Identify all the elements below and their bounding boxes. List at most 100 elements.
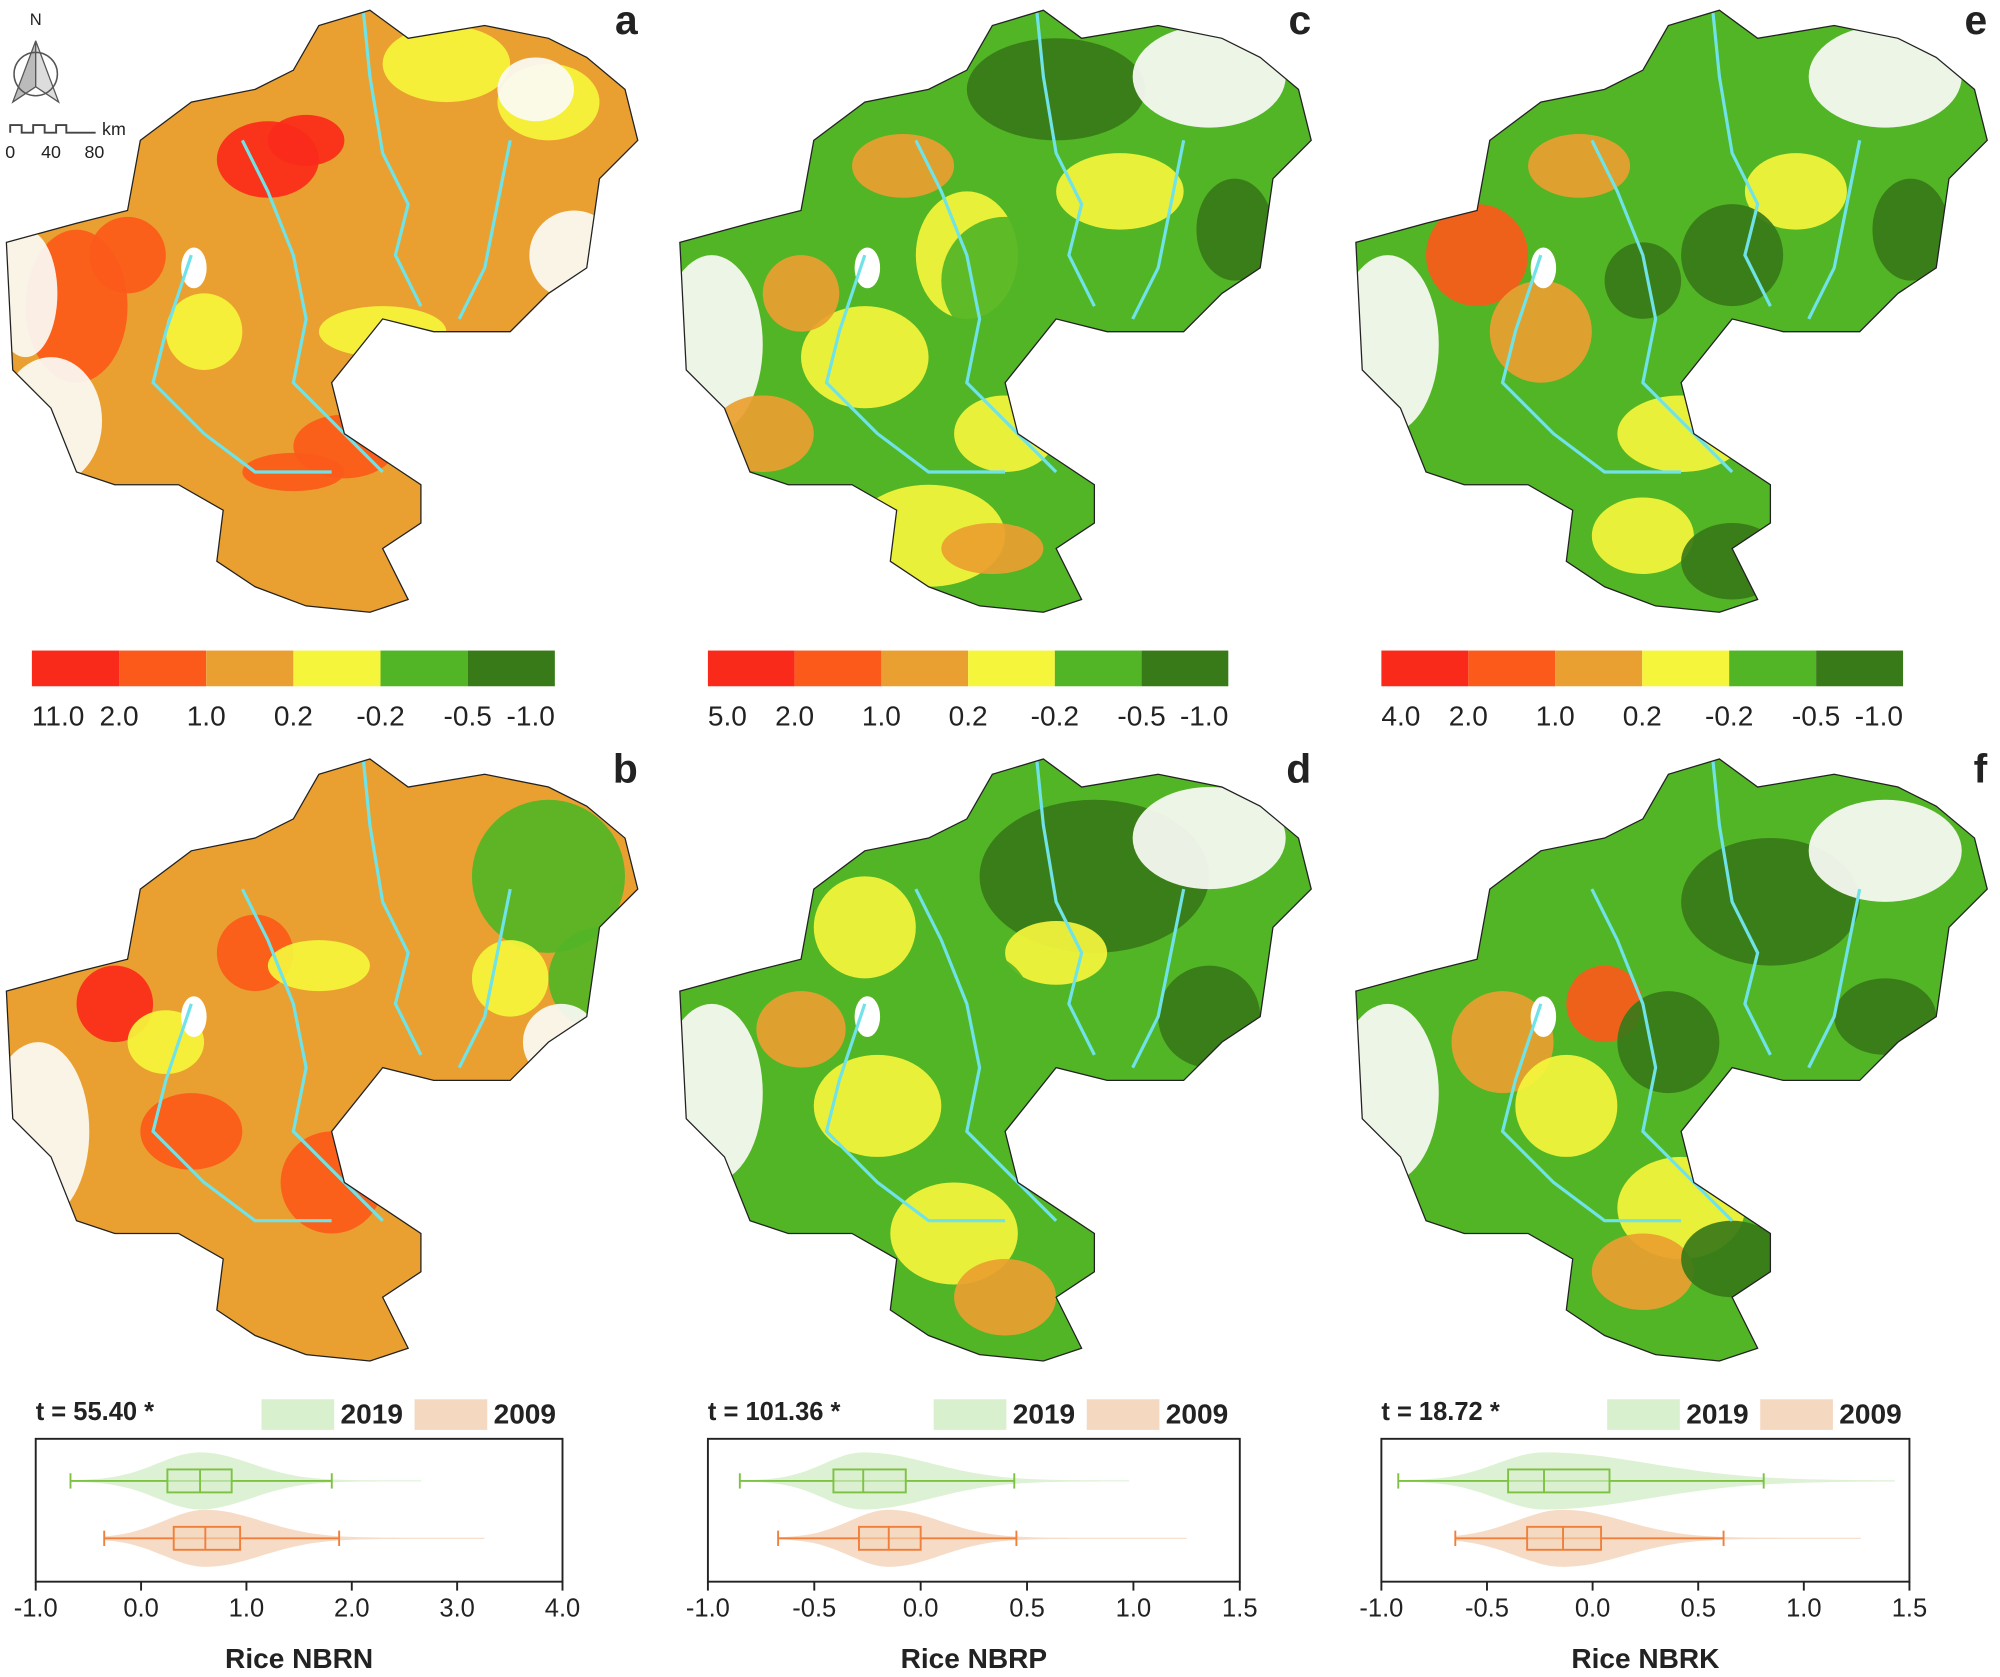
map-zone: [1808, 25, 1962, 128]
map-zone: [1056, 153, 1184, 230]
map-panel: d: [679, 746, 1312, 1362]
x-tick-label: 0.0: [1575, 1594, 1610, 1622]
map-area: [679, 758, 1312, 1362]
map-zone: [1681, 204, 1784, 307]
x-tick-label: 1.5: [1892, 1594, 1927, 1622]
box: [858, 1525, 922, 1551]
legend-swatch: [1760, 1399, 1833, 1430]
north-label: N: [30, 10, 42, 29]
map-zone: [1196, 178, 1273, 281]
map-area: [1355, 10, 1988, 613]
map-zone: [852, 133, 955, 198]
map-zone: [890, 1182, 1018, 1285]
river: [1711, 12, 1772, 307]
legend-label: 2009: [1839, 1398, 1901, 1429]
legend-swatch: [119, 650, 207, 687]
map-zone: [529, 210, 619, 300]
box: [172, 1525, 242, 1551]
panel-letter: c: [1289, 0, 1312, 43]
x-tick-label: -1.0: [686, 1594, 730, 1622]
map-zone: [679, 1003, 763, 1183]
x-tick-label: 0.5: [1009, 1594, 1044, 1622]
map-panel: f: [1355, 746, 1988, 1362]
annotation: t = 18.72 *: [1381, 1398, 1499, 1426]
legend-swatch: [1086, 1399, 1160, 1430]
scale-label: 0: [5, 142, 15, 162]
legend-label: -1.0: [507, 701, 555, 732]
box-chart: t = 101.36 * 2019 2009 -1.0 -0.5 0.0 0.5 1.0 1.5…: [686, 1398, 1258, 1674]
legend-label: -1.0: [1180, 701, 1228, 732]
legend-swatch: [1642, 650, 1730, 687]
x-tick-label: 0.5: [1680, 1594, 1715, 1622]
x-tick-label: 3.0: [439, 1594, 474, 1622]
legend-swatch: [414, 1399, 488, 1430]
river: [1500, 1003, 1682, 1223]
map-zone: [1808, 799, 1962, 902]
x-tick-label: 1.0: [229, 1594, 264, 1622]
legend-swatch: [1729, 650, 1817, 687]
panel-letter: e: [1965, 0, 1988, 43]
lake: [181, 247, 207, 289]
legend-label: -0.2: [1705, 701, 1753, 732]
legend-label: -0.2: [1031, 701, 1079, 732]
map-zone: [756, 991, 846, 1068]
legend-swatch: [881, 650, 969, 687]
box: [1507, 1468, 1611, 1494]
x-tick-label: -0.5: [1465, 1594, 1509, 1622]
map-zone: [267, 940, 370, 992]
map-area: [679, 10, 1312, 613]
map-zone: [1617, 395, 1745, 472]
map-zone: [813, 1054, 942, 1157]
map-zone: [76, 965, 154, 1043]
map-panel: a: [5, 0, 639, 613]
lake: [1530, 247, 1557, 289]
panel-letter: f: [1974, 746, 1988, 792]
map-area: [1355, 758, 1988, 1362]
map-outline: [1355, 758, 1988, 1362]
legend-label: 0.2: [949, 701, 988, 732]
river: [1035, 761, 1096, 1056]
panel-letter: d: [1286, 746, 1311, 792]
map-zone: [954, 1258, 1057, 1336]
legend-label: 5.0: [708, 701, 747, 732]
river: [1711, 761, 1772, 1056]
map-zone: [813, 876, 916, 979]
plot-frame: [34, 1437, 564, 1583]
lake: [854, 247, 881, 289]
river: [1807, 888, 1862, 1069]
legend-swatch: [1141, 650, 1229, 687]
map-zone: [711, 395, 814, 472]
map-zone: [801, 306, 929, 409]
legend-swatch: [1468, 650, 1556, 687]
box-chart: t = 18.72 * 2019 2009 -1.0 -0.5 0.0 0.5 1.0 1.5 R…: [1359, 1398, 1927, 1674]
river: [457, 140, 512, 320]
legend-swatch: [1607, 1399, 1680, 1430]
x-tick-label: 1.0: [1116, 1594, 1151, 1622]
panel-letter: b: [613, 746, 638, 792]
map-zone: [89, 216, 166, 294]
legend-label: -0.5: [1792, 701, 1840, 732]
river: [824, 254, 1006, 474]
legend-label: 4.0: [1381, 701, 1420, 732]
panel-letter: a: [615, 0, 638, 43]
river: [457, 888, 512, 1069]
map-zone: [966, 38, 1146, 141]
map-zone: [471, 940, 549, 1017]
x-tick-label: 1.5: [1222, 1594, 1257, 1622]
map-area: [6, 758, 638, 1362]
map-zone: [1872, 178, 1949, 281]
x-tick-label: 1.0: [1786, 1594, 1821, 1622]
map-zone: [1681, 1220, 1784, 1298]
x-axis-label: Rice NBRN: [225, 1643, 373, 1674]
legend-label: 2009: [1166, 1398, 1228, 1429]
x-tick-label: -1.0: [14, 1594, 58, 1622]
map-zone: [1132, 25, 1286, 128]
map-zone: [928, 952, 1031, 1055]
x-tick-label: -0.5: [792, 1594, 836, 1622]
map-zone: [1604, 242, 1682, 319]
north-arrow: N: [11, 10, 60, 104]
lake: [854, 996, 881, 1038]
legend-swatch: [206, 650, 294, 687]
box: [1526, 1525, 1603, 1551]
